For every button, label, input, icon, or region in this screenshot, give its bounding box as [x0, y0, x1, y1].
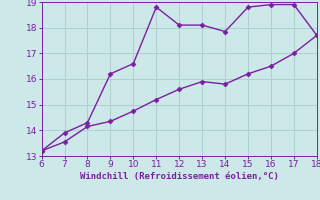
X-axis label: Windchill (Refroidissement éolien,°C): Windchill (Refroidissement éolien,°C) — [80, 172, 279, 181]
